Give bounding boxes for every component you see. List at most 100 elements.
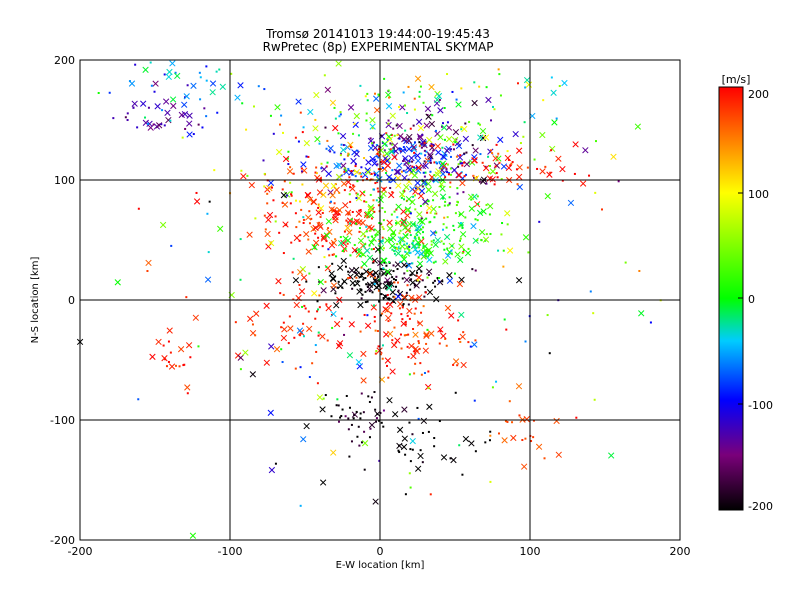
data-point-dot: [516, 82, 519, 85]
data-point-dot: [491, 152, 494, 155]
data-point-x: [373, 107, 381, 114]
data-point-x: [500, 163, 508, 170]
data-point-x: [344, 224, 351, 232]
data-point-dot: [433, 161, 436, 164]
data-point-dot: [404, 129, 407, 132]
data-point-x: [312, 239, 320, 246]
data-point-dot: [399, 241, 402, 244]
data-point-dot: [355, 410, 358, 413]
data-point-x: [366, 270, 374, 278]
data-point-dot: [385, 132, 388, 135]
data-point-x: [425, 113, 432, 120]
data-point-dot: [302, 126, 305, 129]
data-point-dot: [137, 398, 140, 401]
x-tick-label: 200: [670, 545, 691, 558]
data-point-x: [394, 337, 401, 344]
data-point-x: [403, 184, 410, 191]
data-point-x: [535, 443, 543, 450]
data-point-x: [334, 320, 341, 328]
data-point-x: [482, 164, 490, 172]
data-point-dot: [336, 398, 339, 401]
data-point-x: [423, 249, 431, 256]
data-point-dot: [457, 319, 460, 322]
data-point-x: [450, 456, 457, 464]
data-point-dot: [402, 190, 405, 193]
data-point-dot: [132, 106, 135, 109]
data-point-dot: [495, 172, 498, 175]
data-point-dot: [354, 165, 357, 168]
data-point-dot: [452, 143, 455, 146]
data-point-dot: [383, 281, 386, 284]
data-point-dot: [269, 114, 272, 117]
data-point-dot: [396, 216, 399, 219]
data-point-dot: [323, 256, 326, 259]
data-point-x: [384, 357, 392, 364]
data-point-x: [344, 209, 352, 216]
data-point-x: [437, 326, 444, 333]
data-point-dot: [354, 163, 357, 166]
data-point-dot: [524, 86, 527, 89]
data-point-dot: [511, 161, 514, 164]
data-point-dot: [374, 329, 377, 332]
data-point-x: [414, 225, 421, 232]
data-point-x: [266, 184, 273, 192]
data-point-dot: [495, 380, 498, 383]
data-point-dot: [421, 461, 424, 464]
data-point-dot: [308, 376, 311, 379]
data-point-x: [403, 276, 410, 284]
data-point-dot: [434, 285, 437, 288]
data-point-dot: [401, 277, 404, 280]
data-point-x: [482, 236, 490, 243]
data-point-dot: [522, 135, 525, 138]
data-point-dot: [413, 312, 416, 315]
data-point-dot: [423, 371, 426, 374]
data-point-dot: [378, 145, 381, 148]
data-point-dot: [588, 174, 591, 177]
data-point-dot: [311, 362, 314, 365]
data-point-dot: [386, 294, 389, 297]
data-point-dot: [589, 290, 592, 293]
data-point-x: [217, 225, 224, 232]
data-point-x: [515, 383, 523, 390]
data-point-dot: [438, 98, 441, 101]
data-point-x: [337, 282, 344, 290]
data-point-dot: [450, 252, 453, 255]
data-point-x: [165, 73, 172, 81]
data-point-dot: [508, 400, 511, 403]
data-point-dot: [300, 170, 303, 173]
data-point-dot: [350, 440, 353, 443]
data-point-x: [561, 79, 568, 87]
data-point-dot: [352, 132, 355, 135]
data-point-x: [418, 250, 425, 257]
data-point-x: [281, 326, 288, 333]
data-point-dot: [498, 73, 501, 76]
data-point-x: [367, 205, 374, 212]
data-point-dot: [205, 65, 208, 68]
data-point-dot: [333, 106, 336, 109]
data-point-x: [330, 449, 337, 456]
data-point-dot: [409, 278, 412, 281]
data-point-x: [451, 136, 459, 144]
data-point-dot: [441, 146, 444, 149]
data-point-dot: [318, 221, 321, 224]
data-point-dot: [421, 279, 424, 282]
data-point-dot: [461, 224, 464, 227]
data-point-x: [420, 417, 428, 425]
data-point-dot: [362, 411, 365, 414]
data-point-dot: [432, 149, 435, 152]
data-point-x: [485, 96, 492, 104]
data-point-dot: [455, 155, 458, 158]
data-point-dot: [355, 192, 358, 195]
data-point-dot: [411, 165, 414, 168]
data-point-dot: [203, 107, 206, 110]
data-point-dot: [325, 303, 328, 306]
data-point-dot: [496, 176, 499, 179]
data-point-x: [295, 98, 302, 105]
data-point-dot: [334, 238, 337, 241]
data-point-x: [506, 247, 514, 254]
data-point-dot: [364, 277, 367, 280]
data-point-x: [414, 185, 422, 192]
data-point-dot: [378, 419, 381, 422]
data-point-dot: [266, 202, 269, 205]
data-point-dot: [461, 162, 464, 165]
